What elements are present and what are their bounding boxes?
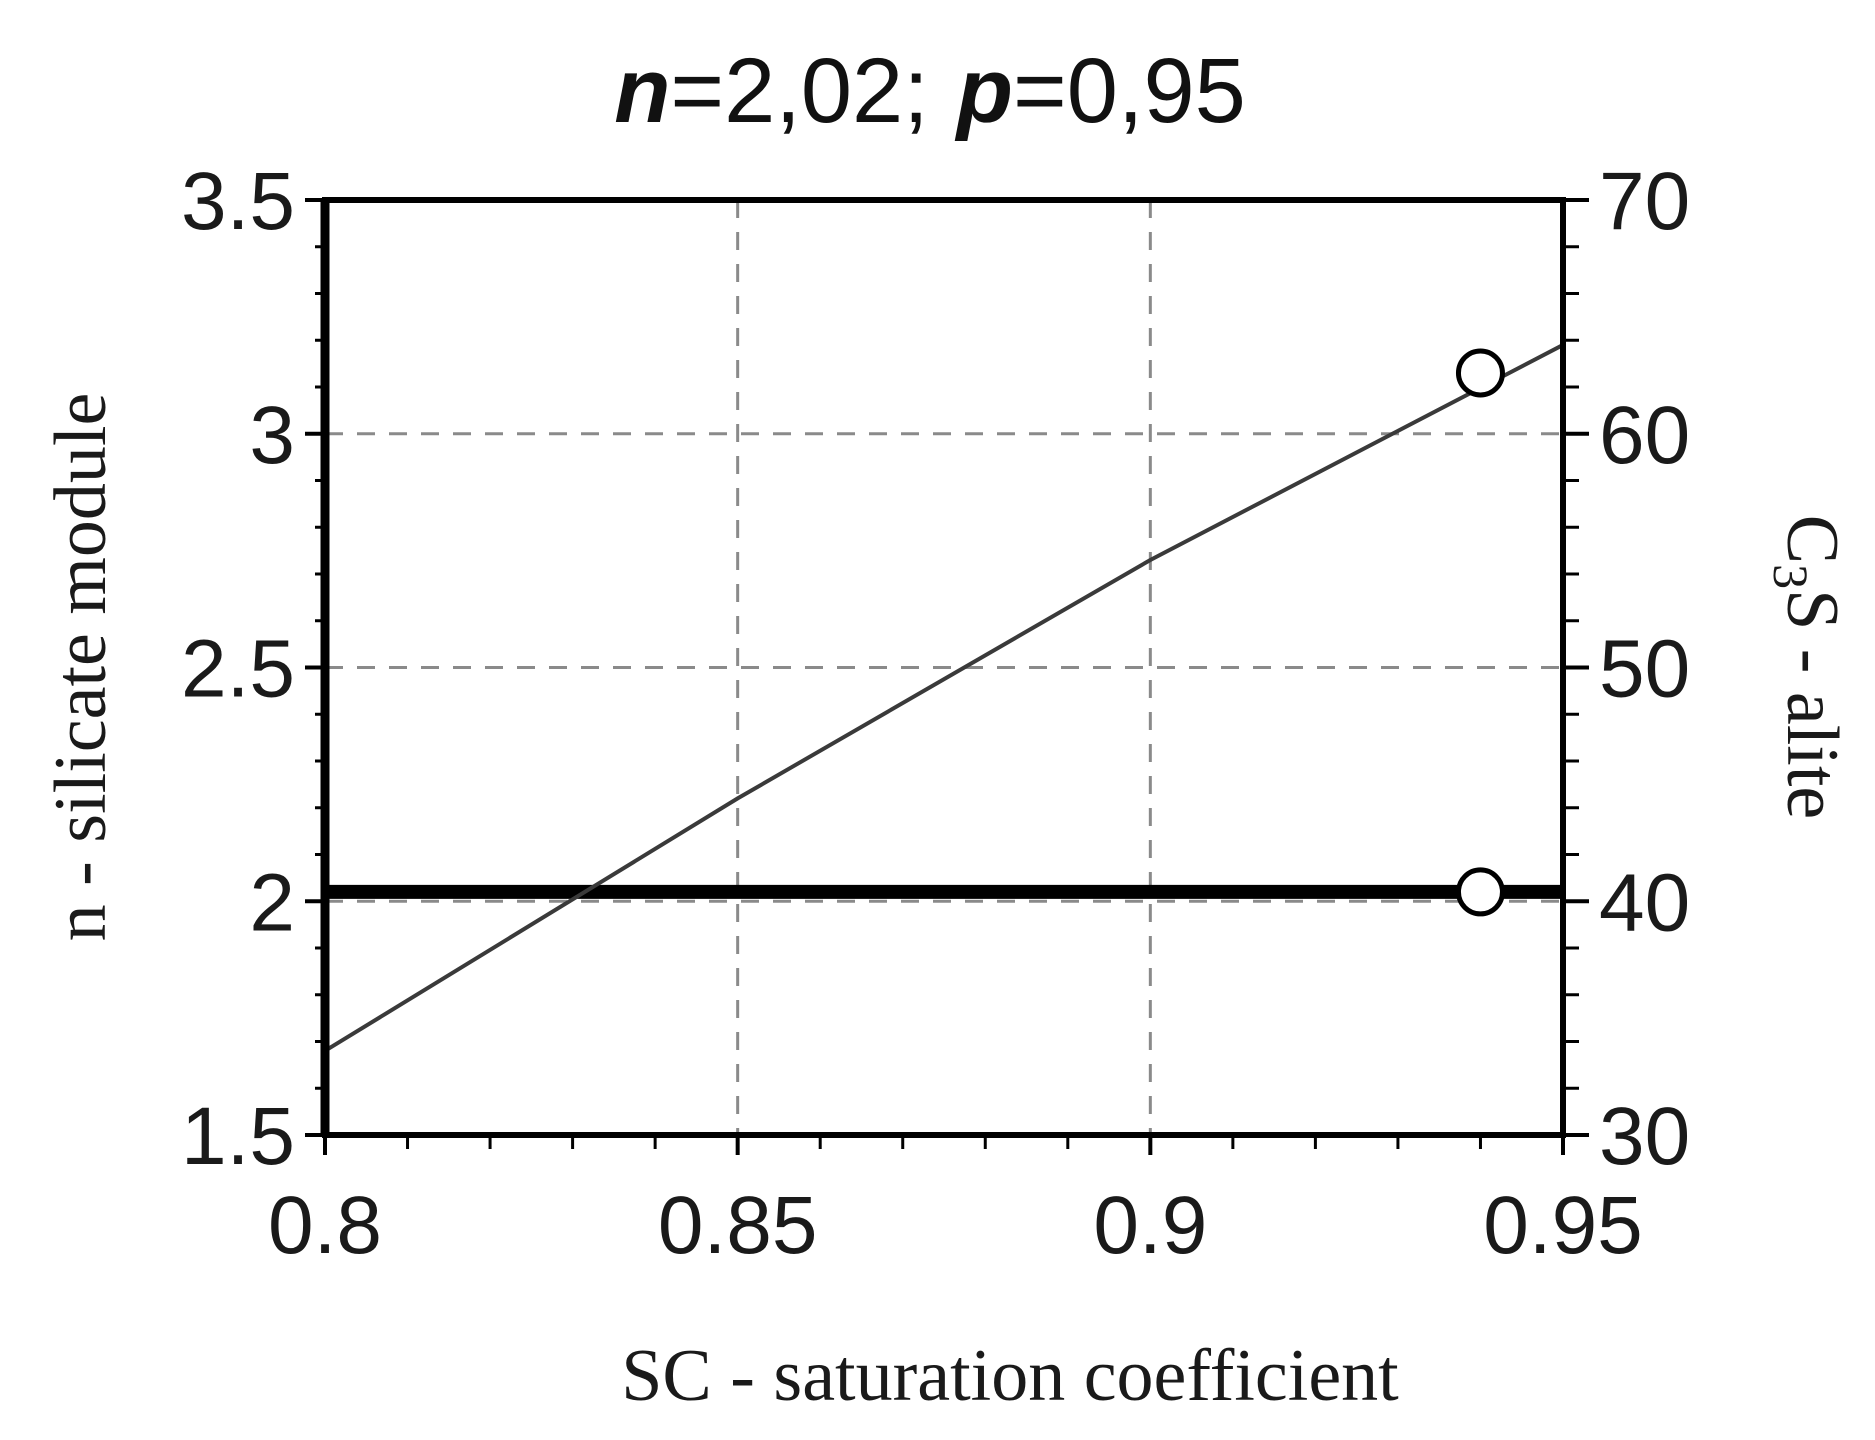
series-marker-alite xyxy=(1455,348,1505,398)
series-layer xyxy=(323,343,1564,1053)
series-marker-silicate-module xyxy=(1455,867,1505,917)
y-right-tick-label: 30 xyxy=(1599,1091,1690,1182)
y-left-tick-label: 3 xyxy=(249,390,295,481)
y-right-title-rest: S - alite xyxy=(1771,589,1853,819)
y-left-tick-label: 3.5 xyxy=(181,156,295,247)
y-right-tick-label: 50 xyxy=(1599,624,1690,715)
y-right-tick-label: 40 xyxy=(1599,857,1690,948)
x-tick-label: 0.9 xyxy=(1093,1180,1207,1271)
title-n-symbol: n xyxy=(614,40,670,142)
y-left-tick-label: 2.5 xyxy=(181,624,295,715)
y-right-tick-label: 70 xyxy=(1599,156,1690,247)
x-tick-label: 0.85 xyxy=(658,1180,818,1271)
x-tick-label: 0.95 xyxy=(1483,1180,1643,1271)
y-left-tick-label: 2 xyxy=(249,857,295,948)
title-n-value: =2,02; xyxy=(670,40,928,142)
y-right-axis-title: C3S - alite xyxy=(1763,515,1853,820)
grid-lines xyxy=(325,200,1563,1135)
y-left-tick-label: 1.5 xyxy=(181,1091,295,1182)
x-tick-label: 0.8 xyxy=(268,1180,382,1271)
series-line-alite xyxy=(323,343,1564,1053)
x-axis-title: SC - saturation coefficient xyxy=(621,1335,1399,1417)
tick-labels: 0.8 0.85 0.9 0.95 1.5 2 2.5 3 3.5 30 40 50 60 70 xyxy=(181,156,1690,1271)
y-right-title-c: C xyxy=(1771,515,1853,564)
y-right-title-sub: 3 xyxy=(1763,564,1819,589)
title-p-symbol: p xyxy=(954,40,1013,142)
y-left-axis-title: n - silicate module xyxy=(40,393,122,942)
y-right-tick-label: 60 xyxy=(1599,390,1690,481)
title-p-value: =0,95 xyxy=(1013,40,1246,142)
chart-title: n=2,02; p=0,95 xyxy=(614,40,1246,142)
